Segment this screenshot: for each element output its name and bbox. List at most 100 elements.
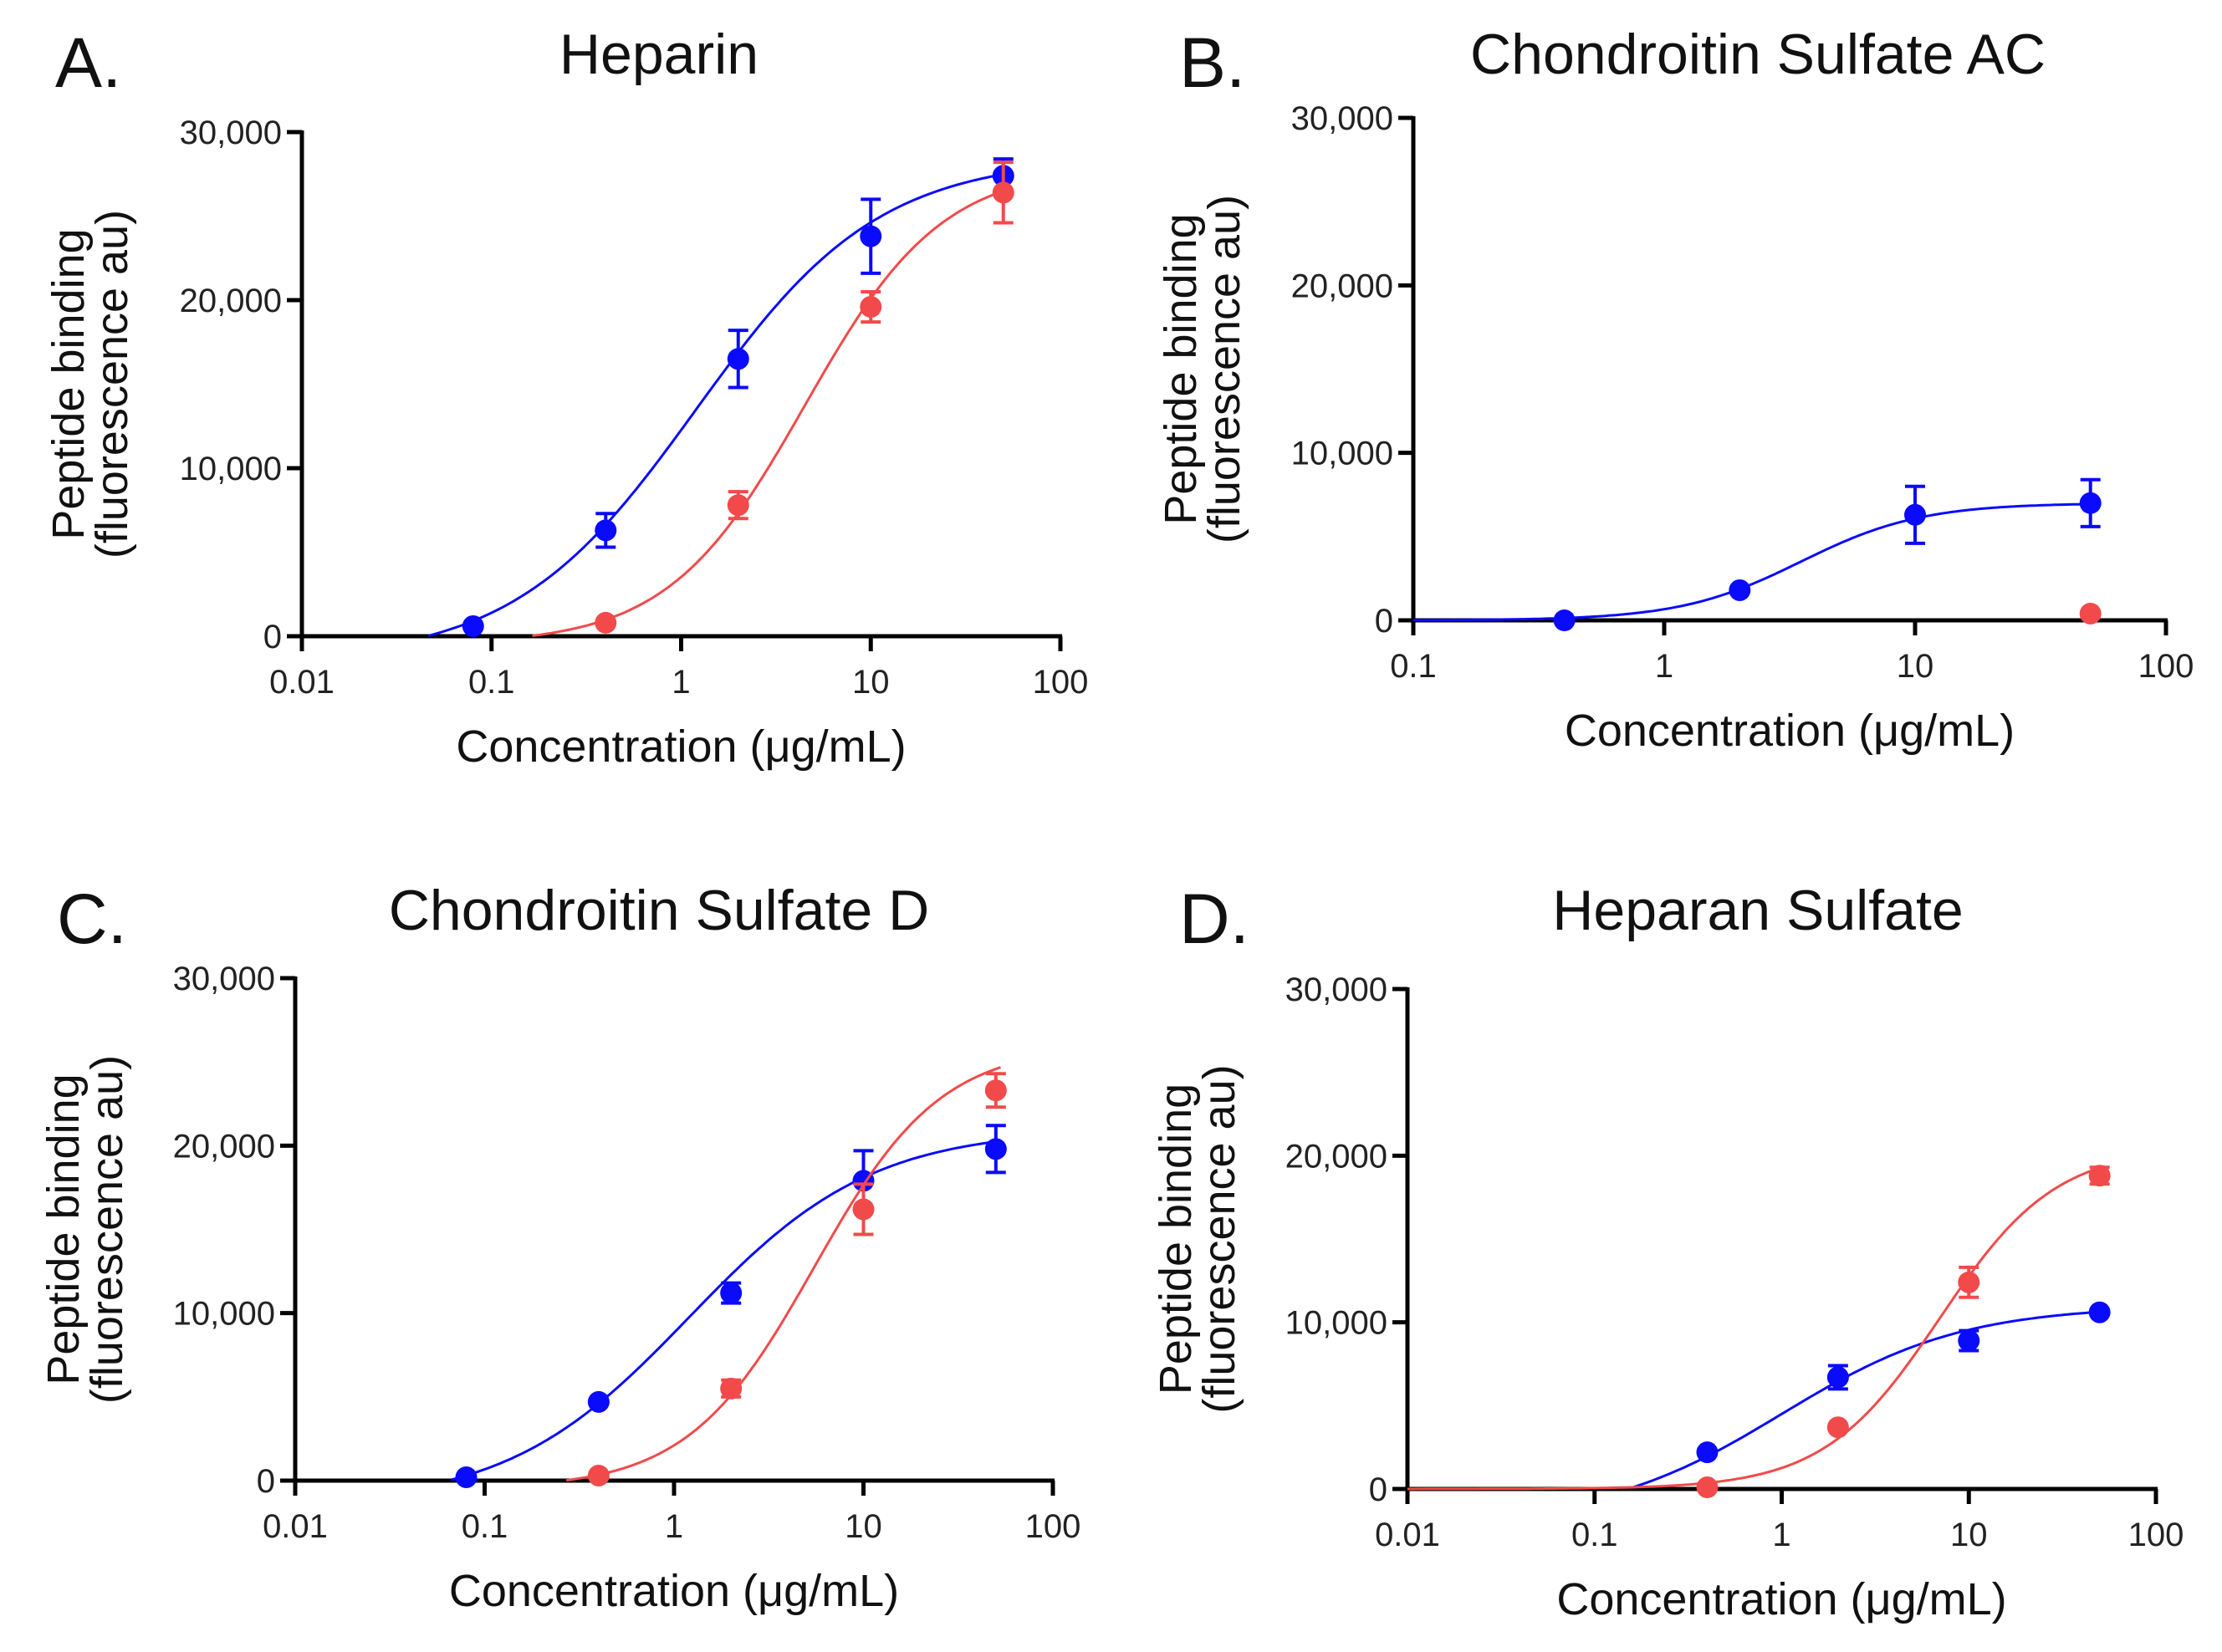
y-tick-label: 10,000 — [173, 1296, 275, 1333]
series-blue — [427, 157, 1014, 637]
x-tick-label: 10 — [852, 664, 890, 701]
x-tick-label: 0.1 — [462, 1508, 508, 1545]
x-tick-label: 100 — [2138, 648, 2194, 685]
panel-a: A. Heparin 0 10,000 20,000 30,000 0.01 0.1 1 10 10… — [43, 23, 1088, 772]
data-point — [2088, 1301, 2111, 1323]
panel-c: C. Chondroitin Sulfate D 0 10,000 20,000 30,0… — [38, 879, 1080, 1616]
x-tick-label: 10 — [1950, 1517, 1988, 1553]
fit-curve — [532, 188, 1009, 637]
data-point — [727, 348, 749, 370]
panel-b: B. Chondroitin Sulfate AC 0 10,000 20,000 30,… — [1156, 23, 2194, 756]
y-axis-label: (fluorescence au) — [87, 210, 137, 558]
data-point — [984, 1138, 1007, 1160]
data-point — [860, 225, 882, 247]
x-tick-label: 1 — [1655, 648, 1673, 685]
x-tick-label: 0.01 — [263, 1508, 328, 1545]
chart-title: Heparin — [559, 23, 759, 86]
data-point — [587, 1390, 610, 1413]
y-tick-label: 10,000 — [180, 451, 282, 487]
x-tick-label: 0.1 — [1390, 648, 1437, 685]
data-point — [720, 1377, 743, 1400]
data-point — [2079, 492, 2102, 514]
panel-label: B. — [1179, 23, 1245, 102]
y-tick-label: 0 — [257, 1463, 275, 1500]
y-tick-label: 20,000 — [180, 283, 282, 319]
data-point — [455, 1466, 478, 1488]
data-point — [1904, 503, 1926, 526]
series-blue — [1631, 1301, 2111, 1490]
y-axis-label: Peptide binding — [1151, 1083, 1201, 1395]
x-tick-label: 10 — [1897, 648, 1934, 685]
data-point — [1826, 1366, 1849, 1389]
y-tick-label: 0 — [1375, 603, 1393, 640]
fit-curve — [565, 1066, 1001, 1482]
data-point — [1958, 1329, 1980, 1352]
data-point — [587, 1464, 610, 1486]
panel-label: D. — [1179, 880, 1249, 958]
chart-title: Chondroitin Sulfate D — [389, 879, 929, 942]
x-axis-label: Concentration (μg/mL) — [1556, 1574, 2006, 1624]
series-red — [532, 161, 1014, 637]
x-tick-label: 1 — [1772, 1517, 1790, 1553]
y-tick-label: 30,000 — [1291, 100, 1393, 137]
fit-curve — [451, 1140, 1001, 1481]
y-tick-label: 30,000 — [180, 115, 282, 151]
x-tick-label: 0.1 — [1571, 1517, 1618, 1553]
x-axis-label: Concentration (μg/mL) — [1565, 706, 2015, 756]
fit-curve — [1407, 1165, 2105, 1491]
x-tick-label: 0.1 — [468, 664, 515, 701]
y-tick-label: 0 — [263, 619, 282, 655]
y-axis-label: Peptide binding — [1156, 213, 1206, 524]
y-tick-label: 0 — [1369, 1471, 1387, 1508]
fit-curve — [427, 172, 1009, 637]
y-tick-label: 10,000 — [1291, 436, 1393, 472]
x-tick-label: 100 — [1033, 664, 1089, 701]
data-point — [2079, 602, 2102, 625]
data-point — [852, 1198, 875, 1221]
data-point — [595, 519, 617, 542]
panel-label: A. — [55, 23, 121, 102]
panel-d: D. Heparan Sulfate 0 10,000 20,000 30,000 0.01… — [1151, 879, 2184, 1624]
x-tick-label: 1 — [665, 1508, 683, 1545]
x-axis-label: Concentration (μg/mL) — [456, 721, 906, 772]
x-tick-label: 100 — [1025, 1508, 1081, 1545]
chart-title: Chondroitin Sulfate AC — [1470, 23, 2046, 86]
chart-title: Heparan Sulfate — [1552, 879, 1963, 942]
data-point — [1553, 609, 1576, 631]
y-tick-label: 30,000 — [173, 961, 275, 997]
series-blue — [1413, 477, 2102, 631]
y-axis-label: (fluorescence au) — [1194, 1064, 1244, 1413]
series-red — [1407, 1165, 2111, 1499]
y-axis-label: Peptide binding — [43, 228, 94, 539]
series-red — [565, 1066, 1007, 1486]
x-axis-label: Concentration (μg/mL) — [449, 1566, 899, 1616]
data-point — [595, 611, 617, 634]
x-tick-label: 1 — [672, 664, 690, 701]
series-blue — [451, 1124, 1007, 1488]
x-tick-label: 100 — [2128, 1517, 2184, 1553]
y-axis-label: Peptide binding — [38, 1073, 89, 1384]
y-tick-label: 30,000 — [1285, 971, 1387, 1008]
x-tick-label: 0.01 — [1375, 1517, 1440, 1553]
data-point — [1729, 579, 1751, 601]
y-tick-label: 20,000 — [1291, 268, 1393, 304]
data-point — [984, 1079, 1007, 1102]
fit-curve — [1413, 502, 2100, 622]
x-tick-label: 10 — [845, 1508, 882, 1545]
data-point — [462, 614, 484, 637]
data-point — [992, 181, 1014, 204]
x-tick-label: 0.01 — [269, 664, 335, 701]
data-point — [720, 1282, 743, 1304]
series-red — [2079, 602, 2102, 625]
y-tick-label: 10,000 — [1285, 1305, 1387, 1342]
y-axis-label: (fluorescence au) — [82, 1055, 132, 1404]
data-point — [860, 296, 882, 319]
y-tick-label: 20,000 — [1285, 1138, 1387, 1175]
data-point — [2088, 1165, 2111, 1187]
y-axis-label: (fluorescence au) — [1199, 195, 1249, 543]
data-point — [1958, 1271, 1980, 1293]
data-point — [1696, 1476, 1719, 1499]
panel-label: C. — [57, 880, 127, 958]
data-point — [1696, 1441, 1719, 1464]
